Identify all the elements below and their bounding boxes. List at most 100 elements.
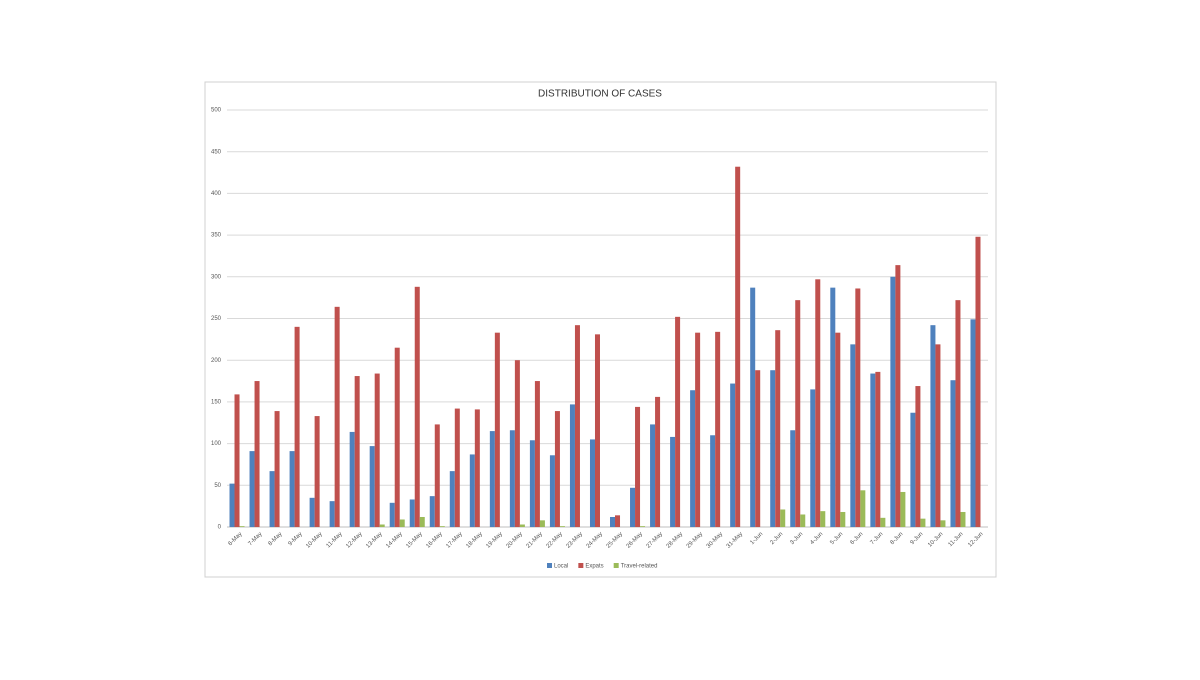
bar xyxy=(850,344,856,527)
bar xyxy=(294,326,300,527)
bar xyxy=(670,436,676,527)
bar xyxy=(594,334,600,527)
bar xyxy=(289,451,295,527)
bar xyxy=(915,386,921,527)
bar xyxy=(910,412,916,527)
bar xyxy=(615,515,621,527)
bar xyxy=(374,373,380,527)
y-tick-label: 200 xyxy=(211,358,222,364)
bar xyxy=(399,519,405,527)
bar xyxy=(640,526,646,527)
bar xyxy=(569,404,575,527)
bar xyxy=(394,347,400,527)
bar xyxy=(860,490,866,527)
bar xyxy=(650,424,656,527)
bar xyxy=(559,526,565,527)
bar xyxy=(890,276,896,527)
bar xyxy=(554,411,560,527)
bar xyxy=(469,454,475,527)
bar xyxy=(810,389,816,527)
bar xyxy=(930,325,936,527)
bar xyxy=(755,370,761,527)
bar xyxy=(730,383,736,527)
bar xyxy=(254,381,260,527)
bar xyxy=(314,416,320,527)
bar xyxy=(229,483,235,527)
bar xyxy=(695,332,701,527)
bar xyxy=(780,509,786,527)
bar xyxy=(960,511,966,527)
bar xyxy=(389,502,395,527)
bar xyxy=(354,376,360,527)
bar xyxy=(309,497,315,527)
bar xyxy=(820,511,826,527)
y-tick-label: 400 xyxy=(211,191,222,197)
bar xyxy=(434,424,440,527)
bar xyxy=(449,471,455,527)
legend-swatch xyxy=(547,563,552,568)
legend-swatch xyxy=(578,563,584,568)
bar xyxy=(249,451,255,527)
bar xyxy=(655,396,661,527)
bar xyxy=(950,380,956,527)
y-tick-label: 100 xyxy=(211,441,222,447)
bar xyxy=(519,524,525,527)
bar xyxy=(710,435,716,527)
legend-swatch xyxy=(613,563,619,568)
bar xyxy=(369,446,375,527)
bar xyxy=(855,288,861,527)
bar xyxy=(454,408,460,527)
bar xyxy=(815,279,821,527)
bar xyxy=(329,501,335,527)
bar xyxy=(494,332,500,527)
bar xyxy=(514,360,520,527)
y-tick-label: 500 xyxy=(211,108,222,114)
bar xyxy=(589,439,595,527)
bar xyxy=(675,316,681,527)
bar xyxy=(379,524,385,527)
bar xyxy=(239,526,245,527)
bar xyxy=(795,300,801,527)
legend-label: Expats xyxy=(585,564,603,570)
bar xyxy=(900,491,906,527)
bar xyxy=(610,516,616,527)
bar xyxy=(840,511,846,527)
bar xyxy=(439,526,445,527)
bar xyxy=(274,411,280,527)
bar xyxy=(975,236,981,527)
bar xyxy=(790,430,796,527)
bar xyxy=(880,517,886,527)
chart-title: DISTRIBUTION OF CASES xyxy=(538,89,662,100)
bar xyxy=(549,455,555,527)
bar xyxy=(334,306,340,527)
bar xyxy=(690,390,696,527)
bar xyxy=(489,431,495,527)
bar xyxy=(750,287,756,527)
bar xyxy=(269,471,275,527)
bar xyxy=(429,496,435,527)
bar xyxy=(474,409,480,527)
bar xyxy=(800,514,806,527)
bar xyxy=(574,325,580,527)
bar xyxy=(534,381,540,527)
legend-label: Travel-related xyxy=(621,564,658,570)
bar xyxy=(715,331,721,527)
bar xyxy=(955,300,961,527)
bar xyxy=(920,518,926,527)
bar xyxy=(970,319,976,527)
y-tick-label: 450 xyxy=(211,149,222,155)
bar xyxy=(539,520,545,527)
y-tick-label: 50 xyxy=(214,483,221,489)
bar xyxy=(630,487,636,527)
bar xyxy=(349,431,355,527)
bar xyxy=(234,394,240,527)
bar xyxy=(735,166,741,527)
bar xyxy=(935,344,941,527)
bar xyxy=(635,406,641,527)
bar xyxy=(895,265,901,527)
bar xyxy=(409,499,415,527)
bar xyxy=(830,287,836,527)
y-tick-label: 300 xyxy=(211,274,222,280)
bar xyxy=(419,516,425,527)
